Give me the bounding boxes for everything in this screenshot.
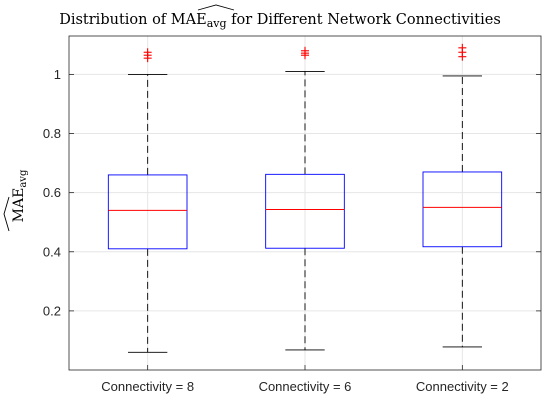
y-tick-label: 0.8 [43, 126, 61, 141]
chart-title-symbol: MAE [171, 12, 207, 28]
y-axis-label-text: MAEavg [11, 169, 29, 222]
box-3 [422, 43, 503, 348]
x-axis-labels: Connectivity = 8 Connectivity = 6 Connecti… [101, 365, 509, 394]
y-axis-label-subscript: avg [18, 169, 29, 188]
box-iqr [422, 171, 503, 248]
box-1 [107, 48, 188, 353]
chart-title-prefix: Distribution of [59, 12, 171, 28]
box-iqr [107, 174, 188, 250]
y-tick-label: 1 [54, 67, 61, 82]
y-axis-label-hat-mark [3, 196, 10, 232]
y-axis-label-symbol: MAE [11, 188, 27, 223]
chart-title-subscript: avg [207, 17, 227, 30]
x-tick-label: Connectivity = 8 [101, 379, 194, 394]
y-tick-label: 0.4 [43, 244, 61, 259]
title-hat-mark [197, 4, 235, 11]
x-tick-label: Connectivity = 2 [416, 379, 509, 394]
outlier-marker [458, 43, 467, 52]
y-tick-label: 0.2 [43, 303, 61, 318]
box-2 [265, 46, 345, 351]
chart-title: Distribution of MAEavg for Different Net… [59, 12, 501, 30]
y-tick-label: 0.6 [43, 185, 61, 200]
outlier-marker [301, 46, 309, 55]
box-iqr [265, 173, 345, 249]
chart-title-suffix: for Different Network Connectivities [227, 12, 501, 28]
boxes-group [107, 43, 503, 353]
y-axis-ticks: 0.2 0.4 0.6 0.8 1 [43, 67, 541, 318]
outlier-marker [143, 48, 152, 57]
y-axis-label: MAEavg [3, 169, 29, 232]
x-tick-label: Connectivity = 6 [259, 379, 352, 394]
